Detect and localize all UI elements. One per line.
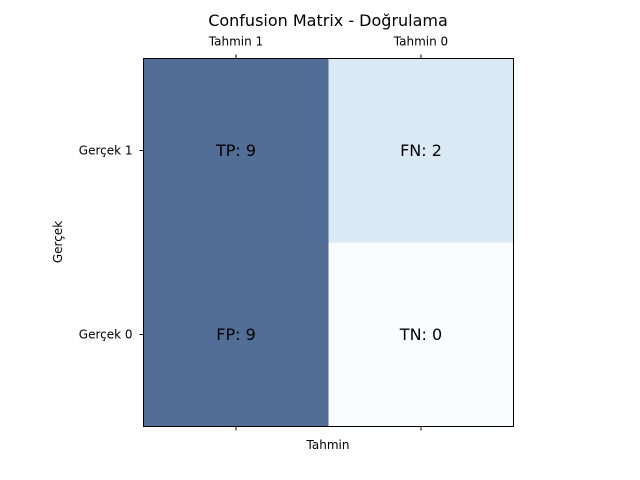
- axis-ticks: [139, 54, 422, 431]
- cell-label-r0-c1: FN: 2: [400, 141, 442, 160]
- y-tick-label-0: Gerçek 1: [79, 144, 133, 158]
- y-axis-label: Gerçek: [51, 221, 65, 263]
- heatmap-cell-r0-c1: [328, 58, 514, 243]
- heatmap-cell-r1-c0: [143, 242, 329, 427]
- x-tick-label-0: Tahmin 1: [208, 35, 263, 49]
- cell-label-r1-c0: FP: 9: [216, 325, 256, 344]
- y-tick-label-1: Gerçek 0: [79, 328, 133, 342]
- chart-title: Confusion Matrix - Doğrulama: [208, 11, 448, 30]
- heatmap-cells: [143, 58, 514, 427]
- heatmap-cell-r1-c1: [328, 242, 514, 427]
- axis-tick-labels: Tahmin 1 Tahmin 0 Gerçek 1 Gerçek 0: [79, 35, 448, 342]
- cell-label-r1-c1: TN: 0: [399, 325, 442, 344]
- cell-label-r0-c0: TP: 9: [215, 141, 256, 160]
- heatmap-cell-r0-c0: [143, 58, 329, 243]
- x-tick-label-1: Tahmin 0: [393, 35, 448, 49]
- heatmap-cell-labels: TP: 9 FN: 2 FP: 9 TN: 0: [215, 141, 442, 344]
- x-axis-label: Tahmin: [306, 438, 350, 452]
- plot-frame: [143, 58, 514, 427]
